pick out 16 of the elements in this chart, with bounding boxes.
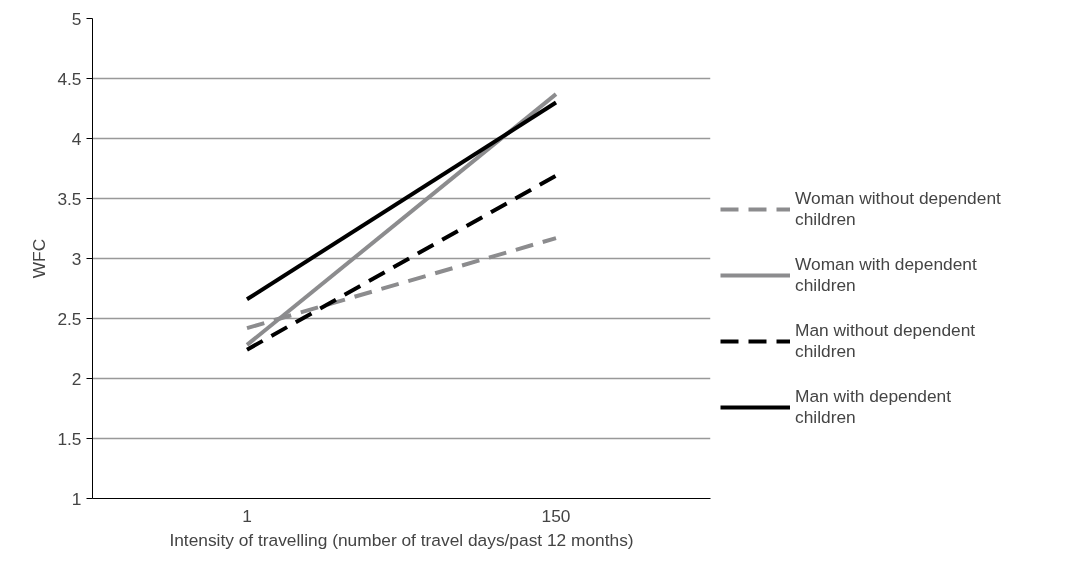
y-tick-label: 3.5 [57, 188, 82, 209]
y-tick-label: 1 [71, 488, 82, 509]
legend-label: Woman without dependent children [795, 188, 1001, 230]
y-tick-label: 4 [71, 128, 82, 149]
y-tick-label: 2.5 [57, 308, 82, 329]
y-tick-label: 4.5 [57, 68, 82, 89]
x-tick-label: 150 [541, 505, 571, 526]
x-axis-title: Intensity of travelling (number of travel days/past 12 months) [169, 529, 634, 550]
legend-label: Woman with dependent children [795, 254, 977, 296]
y-tick-label: 3 [71, 248, 82, 269]
y-axis-title: WFC [29, 238, 50, 279]
y-tick-label: 1.5 [57, 428, 82, 449]
legend-label: Man without dependent children [795, 320, 976, 362]
y-tick-label: 2 [71, 368, 82, 389]
y-tick-label: 5 [71, 8, 82, 29]
legend-label: Man with dependent children [795, 386, 952, 428]
